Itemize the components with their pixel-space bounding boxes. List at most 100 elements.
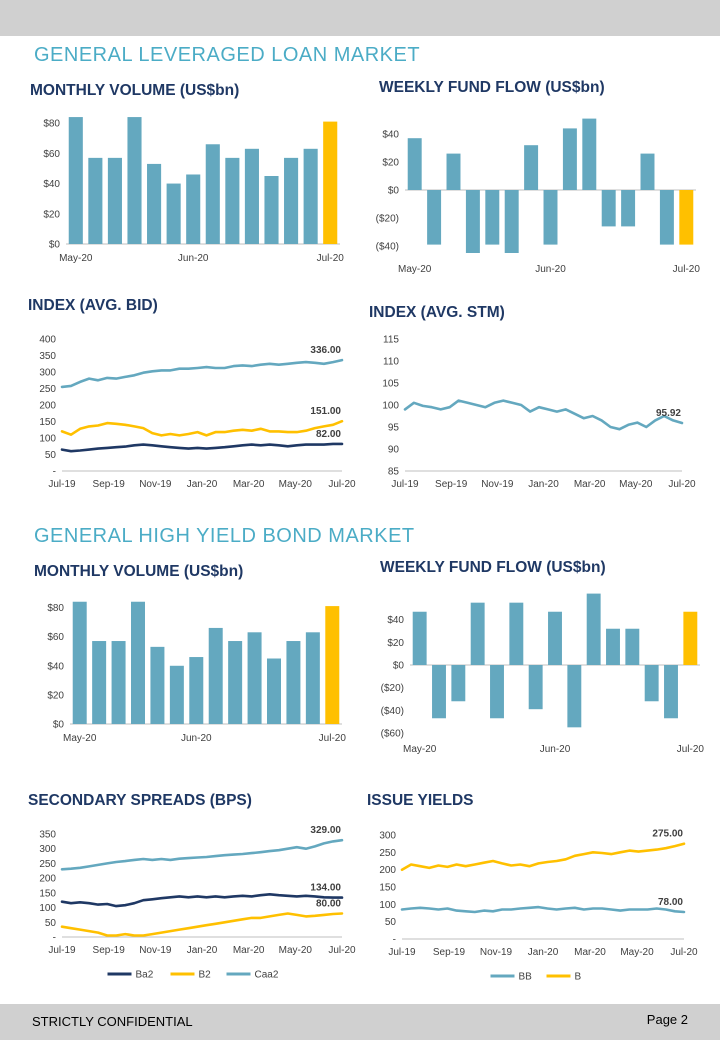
x-tick-label: Sep-19 (435, 479, 468, 490)
chart-title-lev-index-avg-bid: INDEX (AVG. BID) (28, 297, 158, 314)
y-tick-label: $20 (382, 158, 399, 169)
x-tick-label: Jul-20 (673, 264, 701, 275)
bar (664, 665, 678, 719)
legend-label: BB (519, 972, 533, 983)
header-bar (0, 0, 720, 36)
legend-label: B2 (199, 970, 212, 981)
x-tick-label: Sep-19 (93, 479, 126, 490)
y-tick-label: $60 (43, 149, 60, 160)
y-tick-label: 400 (39, 335, 56, 346)
bar (325, 606, 340, 724)
x-tick-label: May-20 (619, 479, 653, 490)
x-tick-label: Jul-20 (317, 253, 345, 264)
x-tick-label: Sep-19 (93, 945, 126, 956)
y-tick-label: $40 (47, 661, 64, 672)
bar (68, 117, 83, 244)
y-tick-label: 300 (379, 831, 396, 842)
series-line-gold (60, 419, 344, 437)
y-tick-label: $0 (49, 240, 61, 251)
bar (640, 153, 655, 190)
bar (284, 157, 299, 244)
bar (524, 145, 539, 190)
bar (465, 190, 480, 253)
y-tick-label: $0 (53, 720, 65, 731)
bar (427, 190, 442, 245)
x-tick-label: Nov-19 (480, 947, 513, 958)
bar (131, 601, 145, 724)
y-tick-label: $40 (382, 130, 399, 141)
end-value-label: 78.00 (658, 897, 683, 908)
series-line-b (400, 842, 686, 872)
x-tick-label: Mar-20 (574, 947, 606, 958)
x-tick-label: Jan-20 (187, 479, 218, 490)
bar (621, 190, 636, 227)
y-tick-label: $40 (387, 615, 404, 626)
x-tick-label: Jul-20 (328, 479, 356, 490)
x-tick-label: Jul-19 (391, 479, 419, 490)
x-tick-label: Jun-20 (535, 264, 566, 275)
y-tick-label: $20 (47, 690, 64, 701)
bar (92, 641, 107, 724)
y-tick-label: 250 (379, 848, 396, 859)
x-tick-label: Mar-20 (574, 479, 606, 490)
bar (303, 148, 318, 244)
bar (107, 157, 122, 244)
y-tick-label: $80 (43, 119, 60, 130)
x-tick-label: Jun-20 (181, 733, 212, 744)
y-tick-label: - (53, 467, 56, 478)
y-tick-label: 350 (39, 351, 56, 362)
y-tick-label: 50 (45, 918, 57, 929)
x-tick-label: Nov-19 (139, 945, 172, 956)
bar (189, 657, 204, 724)
bar (166, 183, 181, 244)
y-tick-label: $20 (43, 209, 60, 220)
y-tick-label: 150 (379, 883, 396, 894)
y-tick-label: ($20) (381, 683, 404, 694)
y-tick-label: 250 (39, 859, 56, 870)
bar (225, 157, 240, 244)
bar (504, 190, 519, 253)
y-tick-label: 115 (383, 335, 399, 346)
x-tick-label: Jan-20 (528, 479, 559, 490)
bar (679, 190, 694, 245)
x-tick-label: Nov-19 (139, 479, 172, 490)
bar (582, 118, 597, 190)
bar (659, 190, 674, 245)
bar (601, 190, 616, 227)
x-tick-label: Jul-19 (388, 947, 416, 958)
x-tick-label: Jul-20 (319, 733, 347, 744)
bar (72, 601, 87, 724)
page-number: Page 2 (646, 1012, 688, 1027)
y-tick-label: $0 (388, 186, 400, 197)
x-tick-label: May-20 (620, 947, 654, 958)
x-tick-label: Jun-20 (540, 744, 571, 755)
bar (548, 611, 562, 665)
y-tick-label: 100 (379, 900, 396, 911)
end-value-label: 95.92 (656, 408, 681, 419)
y-tick-label: 50 (385, 917, 397, 928)
y-tick-label: 350 (39, 830, 56, 841)
chart-title-hy-issue-yields: ISSUE YIELDS (367, 792, 474, 809)
y-tick-label: ($20) (376, 214, 399, 225)
x-tick-label: Nov-19 (481, 479, 514, 490)
x-tick-label: May-20 (59, 253, 93, 264)
chart-title-hy-monthly-volume: MONTHLY VOLUME (US$bn) (34, 563, 244, 580)
legend-label: Ba2 (136, 970, 154, 981)
bar (186, 174, 201, 244)
bar (644, 665, 659, 702)
bar (88, 157, 103, 244)
y-tick-label: 200 (39, 401, 56, 412)
y-tick-label: 100 (39, 434, 56, 445)
bar (412, 611, 427, 665)
bar (509, 602, 524, 665)
x-tick-label: Mar-20 (233, 479, 265, 490)
bar (485, 190, 500, 245)
x-tick-label: Sep-19 (433, 947, 466, 958)
y-tick-label: 200 (39, 874, 56, 885)
